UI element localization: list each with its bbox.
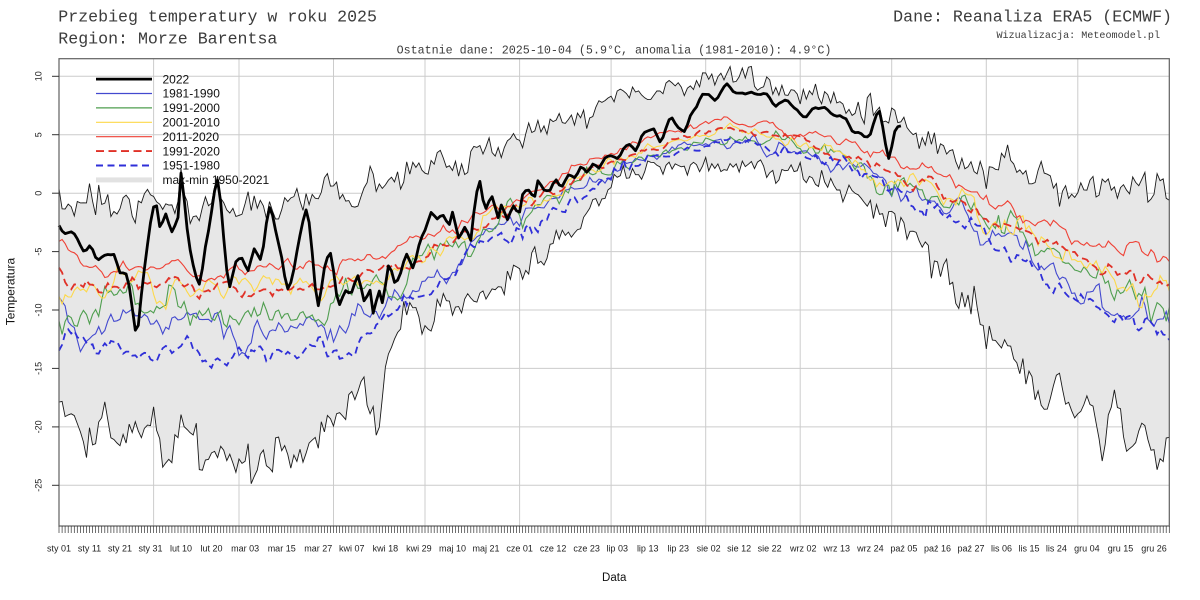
svg-text:sty 21: sty 21 (108, 544, 132, 554)
svg-text:kwi 07: kwi 07 (339, 544, 365, 554)
svg-text:sty 01: sty 01 (47, 544, 71, 554)
svg-text:lut 20: lut 20 (200, 544, 222, 554)
svg-text:sie 22: sie 22 (758, 544, 782, 554)
svg-text:maj 21: maj 21 (472, 544, 499, 554)
svg-text:-15: -15 (34, 362, 44, 375)
svg-text:1981-1990: 1981-1990 (163, 87, 221, 101)
svg-text:kwi 18: kwi 18 (373, 544, 399, 554)
svg-text:wrz 02: wrz 02 (789, 544, 817, 554)
svg-text:2001-2010: 2001-2010 (163, 116, 221, 130)
svg-text:Wizualizacja: Meteomodel.pl: Wizualizacja: Meteomodel.pl (996, 30, 1160, 42)
svg-text:1991-2000: 1991-2000 (163, 101, 221, 115)
svg-text:2011-2020: 2011-2020 (163, 130, 220, 144)
svg-text:1991-2020: 1991-2020 (163, 144, 221, 158)
svg-text:paź 05: paź 05 (890, 544, 917, 554)
svg-text:lut 10: lut 10 (170, 544, 192, 554)
svg-text:lis 06: lis 06 (991, 544, 1012, 554)
svg-text:max-min 1950-2021: max-min 1950-2021 (163, 173, 270, 187)
svg-text:sie 02: sie 02 (697, 544, 721, 554)
svg-text:gru 26: gru 26 (1141, 544, 1167, 554)
svg-text:lip 23: lip 23 (667, 544, 689, 554)
svg-text:10: 10 (34, 71, 44, 81)
svg-text:wrz 13: wrz 13 (823, 544, 851, 554)
svg-text:-10: -10 (34, 303, 44, 316)
svg-text:1951-1980: 1951-1980 (163, 159, 221, 173)
svg-text:Ostatnie dane: 2025-10-04 (5.9: Ostatnie dane: 2025-10-04 (5.9°C, anomal… (397, 44, 832, 58)
svg-text:cze 23: cze 23 (573, 544, 600, 554)
svg-text:5: 5 (34, 132, 44, 137)
svg-text:Temperatura: Temperatura (4, 257, 18, 325)
svg-text:paź 16: paź 16 (924, 544, 951, 554)
svg-text:mar 15: mar 15 (268, 544, 296, 554)
svg-text:mar 03: mar 03 (231, 544, 259, 554)
svg-text:lip 03: lip 03 (606, 544, 628, 554)
svg-text:-20: -20 (34, 420, 44, 433)
svg-text:0: 0 (34, 191, 44, 196)
svg-text:Przebieg temperatury w roku 20: Przebieg temperatury w roku 2025 (58, 8, 377, 27)
svg-text:2022: 2022 (163, 72, 190, 86)
svg-text:lis 15: lis 15 (1018, 544, 1039, 554)
svg-text:Region: Morze Barentsa: Region: Morze Barentsa (58, 30, 277, 49)
svg-text:sty 31: sty 31 (138, 544, 162, 554)
svg-text:cze 12: cze 12 (540, 544, 567, 554)
svg-text:wrz 24: wrz 24 (856, 544, 884, 554)
svg-text:sty 11: sty 11 (78, 544, 101, 554)
svg-text:Data: Data (602, 572, 627, 584)
svg-text:lis 24: lis 24 (1046, 544, 1067, 554)
svg-text:sie 12: sie 12 (727, 544, 751, 554)
svg-text:kwi 29: kwi 29 (406, 544, 432, 554)
svg-text:-5: -5 (34, 248, 44, 256)
svg-text:-25: -25 (34, 479, 44, 492)
svg-text:cze 01: cze 01 (506, 544, 533, 554)
svg-text:paź 27: paź 27 (957, 544, 984, 554)
svg-text:maj 10: maj 10 (439, 544, 466, 554)
svg-text:gru 04: gru 04 (1074, 544, 1100, 554)
svg-text:Dane: Reanaliza ERA5 (ECMWF): Dane: Reanaliza ERA5 (ECMWF) (893, 8, 1172, 27)
svg-text:gru 15: gru 15 (1108, 544, 1134, 554)
svg-text:lip 13: lip 13 (637, 544, 659, 554)
svg-text:mar 27: mar 27 (304, 544, 332, 554)
